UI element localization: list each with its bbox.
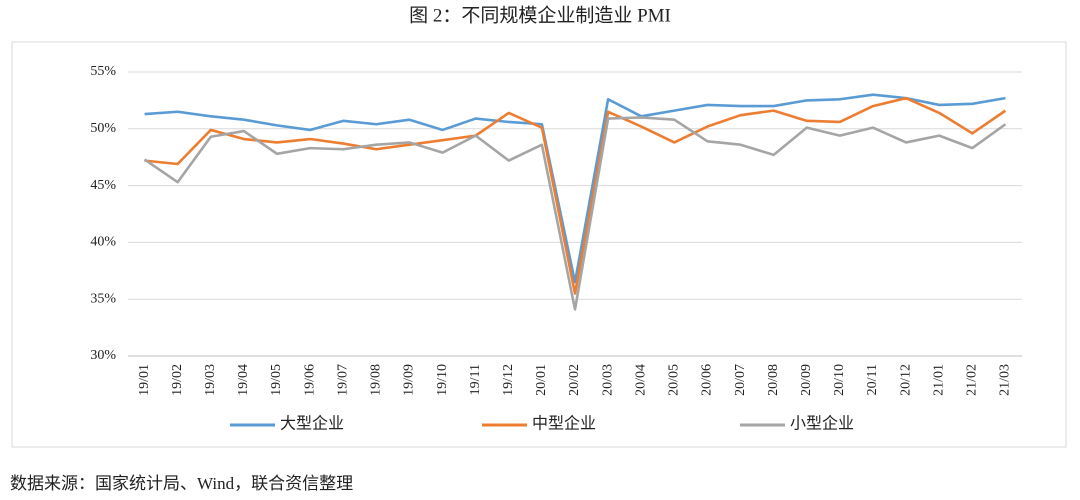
x-tick-label: 20/06 bbox=[700, 364, 715, 396]
x-tick-label: 19/03 bbox=[203, 364, 218, 396]
x-tick-label: 19/07 bbox=[335, 364, 350, 396]
x-tick-label: 20/12 bbox=[898, 364, 913, 396]
x-tick-label: 20/02 bbox=[567, 364, 582, 396]
chart-title: 图 2：不同规模企业制造业 PMI bbox=[409, 4, 671, 26]
x-tick-label: 20/10 bbox=[832, 364, 847, 396]
x-tick-label: 20/03 bbox=[600, 364, 615, 396]
x-tick-label: 20/01 bbox=[534, 364, 549, 396]
x-tick-label: 20/07 bbox=[733, 364, 748, 396]
x-tick-label: 19/02 bbox=[170, 364, 185, 396]
y-tick-label: 35% bbox=[90, 291, 116, 306]
x-tick-label: 19/10 bbox=[435, 364, 450, 396]
legend-label: 中型企业 bbox=[532, 415, 596, 433]
x-tick-label: 20/04 bbox=[633, 364, 648, 396]
x-tick-label: 20/11 bbox=[865, 364, 880, 395]
x-tick-label: 19/09 bbox=[402, 364, 417, 396]
x-tick-label: 21/02 bbox=[965, 364, 980, 396]
x-tick-label: 20/05 bbox=[667, 364, 682, 396]
x-tick-label: 19/05 bbox=[269, 364, 284, 396]
chart-frame bbox=[11, 41, 1067, 448]
series-line bbox=[144, 93, 1006, 284]
x-tick-label: 19/08 bbox=[369, 364, 384, 396]
x-tick-label: 21/03 bbox=[998, 364, 1013, 396]
series-line bbox=[144, 96, 1007, 295]
series-line bbox=[143, 116, 1007, 311]
y-tick-label: 45% bbox=[90, 178, 116, 193]
x-tick-label: 20/08 bbox=[766, 364, 781, 396]
x-tick-label: 19/12 bbox=[501, 364, 516, 396]
y-tick-label: 50% bbox=[90, 121, 116, 136]
source-note: 数据来源：国家统计局、Wind，联合资信整理 bbox=[10, 474, 353, 493]
x-tick-label: 21/01 bbox=[931, 364, 946, 396]
y-tick-label: 40% bbox=[90, 235, 116, 250]
x-tick-label: 19/01 bbox=[137, 364, 152, 396]
x-tick-label: 19/04 bbox=[236, 364, 251, 396]
x-tick-label: 19/06 bbox=[302, 364, 317, 396]
legend-label: 小型企业 bbox=[790, 415, 854, 433]
y-tick-label: 55% bbox=[90, 64, 116, 79]
x-tick-label: 20/09 bbox=[799, 364, 814, 396]
legend-label: 大型企业 bbox=[280, 415, 344, 433]
y-tick-label: 30% bbox=[90, 348, 116, 363]
x-tick-label: 19/11 bbox=[468, 364, 483, 395]
